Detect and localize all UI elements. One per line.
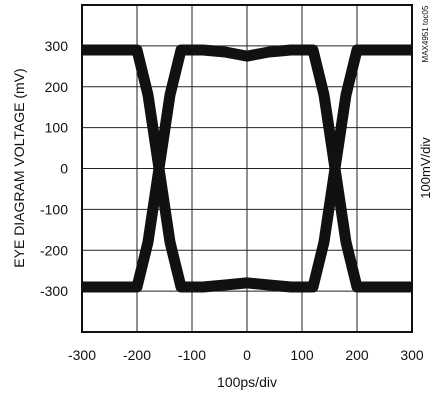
y-tick-label: 100 (45, 120, 69, 136)
y-tick-label: -200 (40, 242, 68, 258)
y-tick-label: -300 (40, 283, 68, 299)
y-axis-title: EYE DIAGRAM VOLTAGE (mV) (11, 68, 27, 267)
x-axis-title: 100ps/div (217, 374, 277, 390)
y-tick-label: 200 (45, 79, 69, 95)
traces (82, 44, 412, 293)
plot-frame (81, 4, 413, 333)
eye-trace-2 (82, 44, 412, 293)
y-tick-label: 0 (60, 161, 68, 177)
x-tick-label: -100 (178, 347, 206, 363)
eye-trace-1 (82, 44, 412, 293)
x-tick-label: 300 (400, 347, 424, 363)
x-tick-label: 200 (345, 347, 369, 363)
y-tick-label: 300 (45, 38, 69, 54)
y-ticks: 300 200 100 0 -100 -200 -300 (40, 38, 68, 299)
corner-code: MAX4951 toc05 (421, 5, 430, 62)
x-tick-label: 100 (290, 347, 314, 363)
x-tick-label: -300 (68, 347, 96, 363)
x-tick-label: 0 (243, 347, 251, 363)
x-tick-label: -200 (123, 347, 151, 363)
y-tick-label: -100 (40, 201, 68, 217)
x-ticks: -300 -200 -100 0 100 200 300 (68, 347, 424, 363)
right-scale-label: 100mV/div (418, 137, 433, 199)
